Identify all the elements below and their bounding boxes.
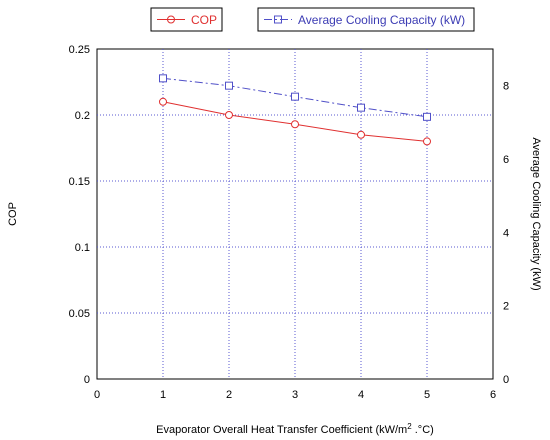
y2-axis-title: Average Cooling Capacity (kW): [530, 137, 542, 290]
y-tick-label: 0.2: [75, 110, 90, 122]
x-tick-label: 5: [424, 389, 430, 401]
x-tick-label: 3: [292, 389, 298, 401]
x-tick-label: 2: [226, 389, 232, 401]
cop-data-point: [357, 130, 365, 139]
capacity-data-point: [225, 81, 233, 90]
y2-tick-label: 0: [503, 374, 509, 386]
y-tick-label: 0.15: [69, 176, 90, 188]
x-tick-label: 0: [94, 389, 100, 401]
y-tick-label: 0.05: [69, 308, 90, 320]
y-tick-label: 0.1: [75, 242, 90, 254]
legend-box-capacity: [257, 7, 475, 32]
cop-data-point: [159, 97, 167, 106]
legend-marker-capacity: [274, 15, 282, 24]
y-tick-label: 0.25: [69, 44, 90, 56]
cop-data-point: [225, 111, 233, 119]
series: [159, 74, 431, 146]
x-tick-label: 1: [160, 389, 166, 401]
y2-tick-label: 2: [503, 301, 509, 313]
legend-box-cop: [150, 7, 223, 32]
y2-tick-label: 6: [503, 154, 509, 166]
x-axis-title: Evaporator Overall Heat Transfer Coeffic…: [156, 422, 434, 437]
legend-marker-cop: [167, 15, 175, 24]
y2-tick-label: 8: [503, 81, 509, 93]
y-tick-label: 0: [84, 374, 90, 386]
legend-label-capacity: Average Cooling Capacity (kW): [298, 13, 465, 27]
capacity-data-point: [291, 92, 299, 101]
legend: COP Average Cooling Capacity (kW): [150, 7, 475, 32]
y-axis-title: COP: [7, 202, 19, 226]
legend-label-cop: COP: [191, 13, 217, 27]
cop-data-point: [291, 120, 299, 129]
cop-data-point: [423, 137, 431, 146]
capacity-data-point: [357, 103, 365, 112]
capacity-data-point: [423, 112, 431, 121]
y2-tick-label: 4: [503, 227, 509, 239]
capacity-data-point: [159, 74, 167, 83]
x-tick-label: 4: [358, 389, 364, 401]
x-tick-label: 6: [490, 389, 496, 401]
